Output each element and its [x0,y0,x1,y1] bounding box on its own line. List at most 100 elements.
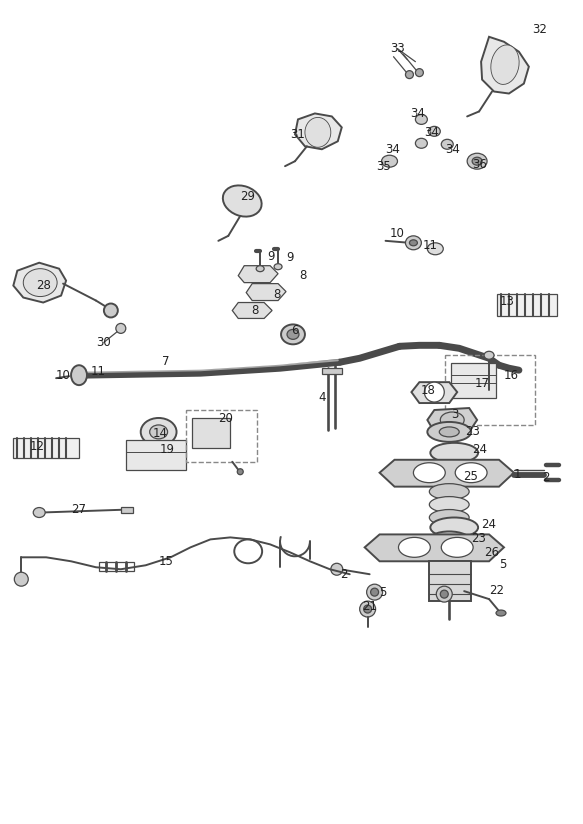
Text: 6: 6 [292,324,298,337]
Ellipse shape [71,365,87,385]
Ellipse shape [223,185,262,217]
Ellipse shape [409,240,417,246]
Text: 34: 34 [410,107,425,120]
Bar [322,368,342,374]
Text: 24: 24 [473,443,487,456]
Ellipse shape [416,115,427,124]
Ellipse shape [141,418,177,446]
Text: 31: 31 [290,128,305,141]
Ellipse shape [104,303,118,317]
Bar [445,355,535,425]
Text: 24: 24 [482,518,497,531]
Text: 2: 2 [340,568,347,581]
Text: 4: 4 [318,391,325,404]
Ellipse shape [472,157,482,165]
Bar [121,507,133,513]
Text: 11: 11 [90,365,106,377]
Ellipse shape [15,572,28,586]
Text: 8: 8 [299,269,307,282]
Bar [185,410,257,461]
Ellipse shape [416,138,427,148]
Ellipse shape [441,537,473,557]
Text: 8: 8 [251,304,259,317]
Ellipse shape [360,601,375,617]
Ellipse shape [440,590,448,598]
Text: 1: 1 [514,468,522,481]
Ellipse shape [399,537,430,557]
Text: 12: 12 [30,440,45,453]
Bar [429,561,471,601]
Text: 34: 34 [424,126,439,138]
Ellipse shape [274,264,282,269]
Ellipse shape [467,153,487,169]
Ellipse shape [429,509,469,526]
Bar [99,562,134,571]
Text: 13: 13 [500,295,514,308]
Text: 33: 33 [390,42,405,55]
Text: 23: 23 [470,532,486,545]
Ellipse shape [405,236,422,250]
Ellipse shape [436,560,463,574]
Ellipse shape [367,584,382,600]
Text: 35: 35 [376,160,391,173]
Ellipse shape [23,269,57,297]
Ellipse shape [429,497,469,513]
Ellipse shape [440,427,459,437]
Ellipse shape [436,586,452,602]
Text: 34: 34 [385,143,400,156]
Ellipse shape [491,45,519,84]
Text: 29: 29 [240,190,255,203]
Polygon shape [364,535,504,561]
Ellipse shape [281,325,305,344]
Bar [192,418,230,447]
Ellipse shape [443,564,455,570]
Ellipse shape [413,463,445,483]
Text: 11: 11 [423,239,438,252]
Ellipse shape [430,442,478,463]
Text: 17: 17 [475,377,490,390]
Text: 14: 14 [153,428,168,440]
Ellipse shape [305,117,331,147]
Ellipse shape [33,508,45,517]
Text: 32: 32 [532,23,547,36]
Bar [13,438,79,458]
Polygon shape [380,460,514,487]
Ellipse shape [484,351,494,359]
Ellipse shape [150,425,167,439]
Text: 3: 3 [451,409,459,422]
Text: 34: 34 [445,143,459,156]
Text: 28: 28 [36,279,51,292]
Text: 10: 10 [390,227,405,241]
Text: 20: 20 [218,413,233,425]
Ellipse shape [430,517,478,537]
Text: 7: 7 [162,355,169,368]
Text: 10: 10 [55,368,71,382]
Text: 23: 23 [465,425,480,438]
Text: 26: 26 [484,545,500,559]
Ellipse shape [371,588,378,596]
Polygon shape [246,283,286,301]
Bar [497,293,557,316]
Ellipse shape [416,68,423,77]
Ellipse shape [455,463,487,483]
Polygon shape [412,382,457,403]
Ellipse shape [496,610,506,616]
Text: 22: 22 [490,583,504,597]
Text: 5: 5 [499,558,507,571]
Bar [126,440,185,470]
Text: 36: 36 [473,157,487,171]
Ellipse shape [256,265,264,272]
Ellipse shape [429,126,440,136]
Text: 9: 9 [268,250,275,263]
Text: 27: 27 [72,503,86,516]
Ellipse shape [440,412,464,428]
Polygon shape [13,263,66,302]
Ellipse shape [116,324,126,334]
Text: 30: 30 [97,336,111,349]
Text: 15: 15 [159,555,174,568]
Ellipse shape [331,564,343,575]
Ellipse shape [434,547,474,564]
Ellipse shape [424,382,444,402]
Text: 19: 19 [160,443,175,456]
Text: 5: 5 [379,586,387,599]
